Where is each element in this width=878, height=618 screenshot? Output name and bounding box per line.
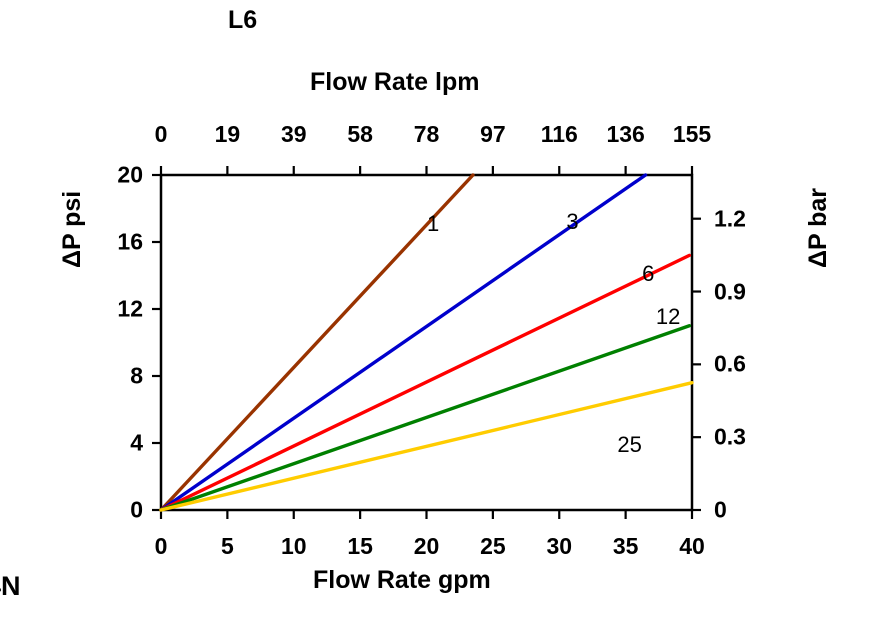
- top-tick-label: 116: [540, 121, 578, 147]
- curve-label-3: 3: [566, 208, 579, 234]
- top-tick-label: 58: [347, 121, 373, 147]
- right-tick-label: 0.3: [714, 423, 746, 450]
- curve-label-12: 12: [655, 304, 681, 330]
- top-tick-label: 78: [413, 121, 440, 147]
- top-tick-label: 97: [480, 121, 506, 147]
- bottom-tick-label: 5: [220, 533, 234, 559]
- bottom-tick-label: 25: [480, 533, 506, 559]
- right-tick-label: 0.9: [714, 278, 746, 305]
- top-tick-label: 0: [154, 121, 168, 147]
- left-tick-label: 20: [117, 161, 143, 188]
- left-tick-label: 0: [130, 496, 143, 523]
- left-tick-label: 4: [130, 429, 143, 456]
- top-tick-label: 19: [214, 121, 241, 147]
- top-tick-label: 39: [280, 121, 307, 147]
- bottom-axis-title: Flow Rate gpm: [313, 566, 491, 594]
- curve-6: [159, 253, 692, 512]
- curve-25: [159, 381, 694, 512]
- curve-label-25: 25: [617, 431, 642, 457]
- clipped-corner-text: 4N: [0, 571, 21, 601]
- curve-1: [159, 173, 475, 512]
- bottom-tick-label: 0: [154, 533, 168, 559]
- curve-12: [159, 324, 692, 512]
- data-curves: [159, 173, 694, 512]
- bottom-tick-label: 35: [612, 533, 639, 559]
- bottom-tick-label: 15: [347, 533, 373, 559]
- bottom-tick-label: 40: [679, 533, 705, 559]
- right-tick-label: 0.6: [714, 350, 746, 377]
- bottom-tick-label: 20: [413, 533, 440, 559]
- right-tick-label: 0: [714, 496, 727, 523]
- left-tick-label: 8: [130, 362, 143, 389]
- top-axis-title: Flow Rate lpm: [310, 68, 480, 96]
- curve-label-1: 1: [427, 210, 440, 236]
- left-tick-label: 16: [117, 228, 143, 255]
- bottom-tick-label: 10: [280, 533, 307, 559]
- right-tick-label: 1.2: [714, 205, 746, 232]
- top-tick-label: 136: [606, 121, 645, 147]
- bottom-tick-label: 30: [546, 533, 573, 559]
- curve-3: [159, 173, 648, 512]
- axis-ticks: [152, 166, 701, 519]
- curve-label-6: 6: [642, 260, 655, 286]
- top-tick-label: 155: [672, 121, 712, 147]
- series-title: L6: [228, 6, 258, 34]
- left-tick-label: 12: [117, 295, 143, 322]
